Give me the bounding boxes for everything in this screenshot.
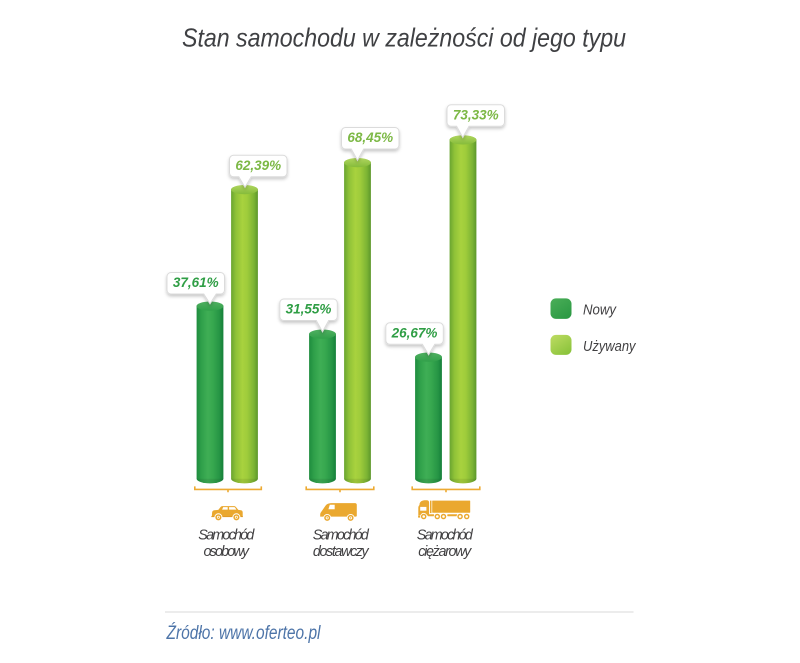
svg-text:ciężarowy: ciężarowy (418, 544, 472, 560)
svg-text:Stan samochodu w zależności od: Stan samochodu w zależności od jego typu (182, 23, 626, 53)
svg-text:31,55%: 31,55% (286, 302, 332, 317)
svg-text:Samochód: Samochód (198, 528, 255, 544)
svg-text:Nowy: Nowy (583, 302, 617, 319)
svg-text:62,39%: 62,39% (235, 158, 281, 173)
svg-text:Używany: Używany (583, 338, 637, 355)
svg-text:73,33%: 73,33% (453, 107, 499, 122)
svg-text:26,67%: 26,67% (391, 325, 438, 340)
svg-text:dostawczy: dostawczy (313, 544, 370, 560)
svg-text:Źródło: www.oferteo.pl: Źródło: www.oferteo.pl (166, 623, 321, 644)
svg-text:osobowy: osobowy (204, 544, 250, 560)
svg-text:37,61%: 37,61% (173, 275, 219, 290)
svg-text:Samochód: Samochód (313, 528, 370, 544)
svg-text:68,45%: 68,45% (347, 130, 393, 145)
svg-text:Samochód: Samochód (417, 528, 474, 544)
